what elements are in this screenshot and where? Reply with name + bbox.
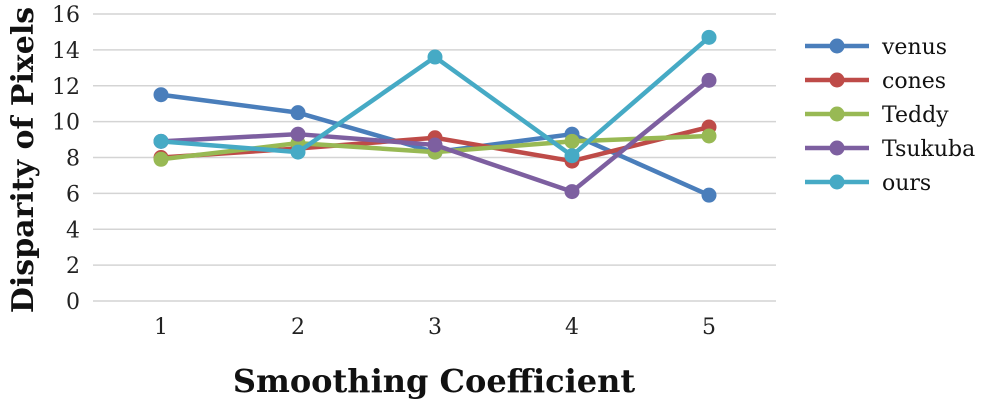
y-tick-label: 4	[66, 218, 80, 243]
legend-swatch-marker	[829, 174, 845, 190]
data-point	[290, 105, 306, 121]
x-tick-labels: 1 2 3 4 5	[154, 315, 716, 340]
y-tick-label: 6	[66, 182, 80, 207]
x-tick-label: 1	[154, 315, 168, 340]
data-point	[701, 187, 717, 203]
legend-label: cones	[882, 69, 946, 94]
legend-swatch-marker	[829, 38, 845, 54]
legend: venus cones Teddy Tsukuba ours	[805, 35, 975, 196]
legend-item: cones	[805, 69, 946, 94]
x-tick-label: 2	[291, 315, 305, 340]
legend-swatch-marker	[829, 72, 845, 88]
y-axis-title: Disparity of Pixels	[6, 7, 41, 313]
legend-item: venus	[805, 35, 947, 60]
legend-item: ours	[805, 171, 931, 196]
data-point	[290, 126, 306, 142]
y-tick-label: 10	[52, 111, 80, 136]
data-point	[153, 87, 169, 103]
y-tick-label: 0	[66, 290, 80, 315]
y-tick-label: 8	[66, 147, 80, 172]
data-point	[290, 144, 306, 160]
x-tick-label: 3	[428, 315, 442, 340]
y-tick-label: 2	[66, 254, 80, 279]
data-point	[564, 148, 580, 164]
data-point	[701, 29, 717, 45]
data-point	[701, 128, 717, 144]
series-ours	[153, 29, 717, 164]
y-tick-label: 16	[52, 3, 80, 28]
data-point	[153, 151, 169, 167]
legend-swatch-marker	[829, 106, 845, 122]
data-point	[564, 133, 580, 149]
legend-label: ours	[882, 171, 931, 196]
series-layer	[153, 29, 717, 203]
y-tick-label: 12	[52, 75, 80, 100]
legend-item: Teddy	[805, 103, 949, 128]
data-point	[153, 133, 169, 149]
legend-swatch-marker	[829, 140, 845, 156]
data-point	[564, 184, 580, 200]
x-tick-label: 5	[702, 315, 716, 340]
legend-item: Tsukuba	[805, 137, 975, 162]
data-point	[701, 72, 717, 88]
legend-label: venus	[881, 35, 947, 60]
y-tick-labels: 0 2 4 6 8 10 12 14 16	[52, 3, 80, 315]
data-point	[427, 137, 443, 153]
y-tick-label: 14	[52, 39, 80, 64]
data-point	[427, 49, 443, 65]
legend-label: Teddy	[882, 103, 949, 128]
x-axis-title: Smoothing Coefficient	[233, 362, 636, 400]
legend-label: Tsukuba	[882, 137, 975, 162]
x-tick-label: 4	[565, 315, 579, 340]
